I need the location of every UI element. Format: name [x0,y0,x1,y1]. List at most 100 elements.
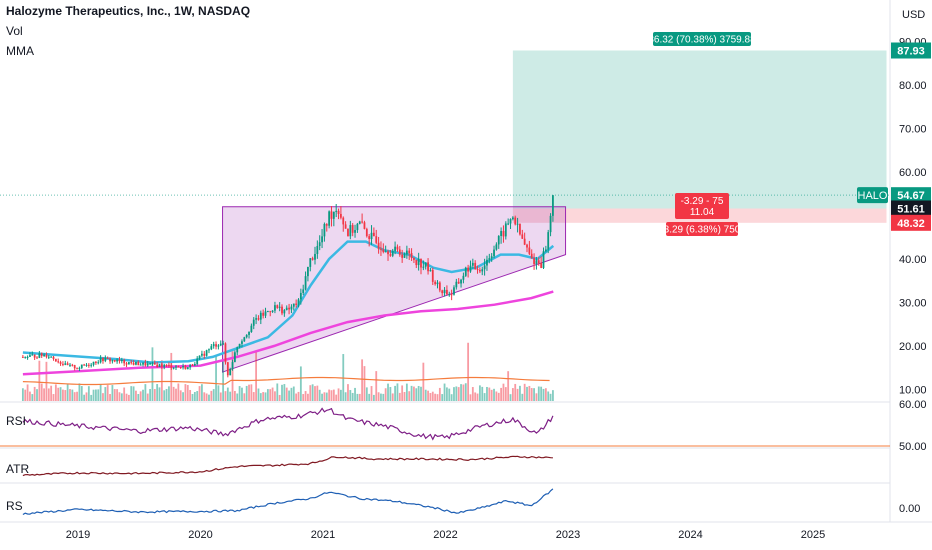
candle-body [76,368,78,370]
candle-body [537,260,540,264]
candle-body [64,363,67,365]
volume-bar [328,389,331,401]
candle-body [552,195,554,216]
volume-bar [332,389,335,401]
candle-body [125,363,128,365]
candle-body [233,352,236,363]
volume-bar [311,384,314,401]
candle-body [403,254,406,258]
chart-legend[interactable]: Halozyme Therapeutics, Inc., 1W, NASDAQ … [6,4,250,58]
candle-body [302,289,305,293]
candle-body [182,366,184,368]
volume-bar [321,393,323,401]
volume-bar [257,388,260,401]
candle-body [389,254,392,256]
volume-bar [189,389,192,401]
volume-bar [483,393,486,401]
volume-bar [462,384,465,401]
candle-body [210,346,213,350]
volume-bar [495,391,498,401]
rsi-tick-50: 50.00 [899,441,927,453]
volume-bar [299,366,302,401]
pnl-label-text: -3.29 - 75 [681,196,724,207]
target-label: 36.32 (70.38%) 3759.88 [648,32,756,46]
candle-body [375,236,378,243]
volume-bar [542,388,545,401]
volume-bar [516,388,519,401]
time-tick-label: 2020 [188,529,212,541]
stop-price-tag: 48.32 [891,214,931,231]
volume-bar [384,388,387,401]
volume-bar [398,392,401,401]
candle-body [144,362,147,366]
volume-bar [302,394,305,401]
volume-bar [347,384,349,401]
volume-bar [203,392,206,401]
rs-pane-label[interactable]: RS [6,499,23,513]
volume-bar [344,392,347,401]
time-tick-label: 2023 [556,529,580,541]
volume-bar [335,394,338,401]
candle-body [47,356,50,358]
volume-bar [170,352,173,401]
long-position-tool[interactable] [512,50,887,223]
volume-bar [271,387,274,401]
candle-body [205,350,208,356]
volume-legend[interactable]: Vol [6,24,23,38]
volume-bar [370,386,373,401]
candle-body [354,230,356,233]
chart-title[interactable]: Halozyme Therapeutics, Inc., 1W, NASDAQ [6,4,251,18]
volume-bar [476,393,479,401]
candle-body [90,364,93,366]
candle-body [358,221,361,224]
volume-bar [415,388,418,401]
volume-bar [274,391,276,401]
target-price-tag: 87.93 [891,42,931,59]
volume-bar [71,389,74,401]
candle-body [153,362,156,365]
candle-body [431,269,434,282]
price-tick-label: 40.00 [899,254,927,266]
candle-body [33,354,36,358]
candle-body [238,343,241,348]
volume-bar [184,384,187,401]
candle-body [335,210,338,212]
volume-bar [259,393,262,401]
candle-body [474,262,477,270]
candle-body [264,311,267,316]
ascending-triangle-drawing[interactable] [222,206,567,373]
volume-bar [179,390,182,401]
candle-body [377,242,380,249]
volume-bar [111,385,114,401]
candle-body [116,359,119,362]
stop-price-tag-box [891,214,931,231]
candle-body [450,294,453,296]
volume-bar [92,389,95,401]
candle-body [146,363,149,366]
volume-bar [36,389,38,401]
candle-body [384,251,387,253]
candle-body [168,364,170,366]
rsi-pane-label[interactable]: RSI [6,414,27,428]
volume-bar [142,389,144,401]
atr-pane-label[interactable]: ATR [6,462,30,476]
candle-body [262,312,265,316]
candle-body [368,236,371,240]
mma-legend[interactable]: MMA [6,44,34,58]
volume-bar [358,393,361,401]
atr-line [22,455,553,477]
candle-body [511,217,514,220]
candle-body [297,299,300,305]
stop-label: 3.29 (6.38%) 750 [664,222,741,236]
volume-bar [526,386,528,401]
volume-bar [408,391,411,401]
volume-bar [160,360,163,401]
candle-body [158,364,161,368]
candle-body [325,224,328,226]
volume-bar [73,392,76,401]
candle-body [344,224,347,229]
candle-body [283,309,286,314]
volume-bar [351,392,354,401]
volume-bar [540,386,543,401]
